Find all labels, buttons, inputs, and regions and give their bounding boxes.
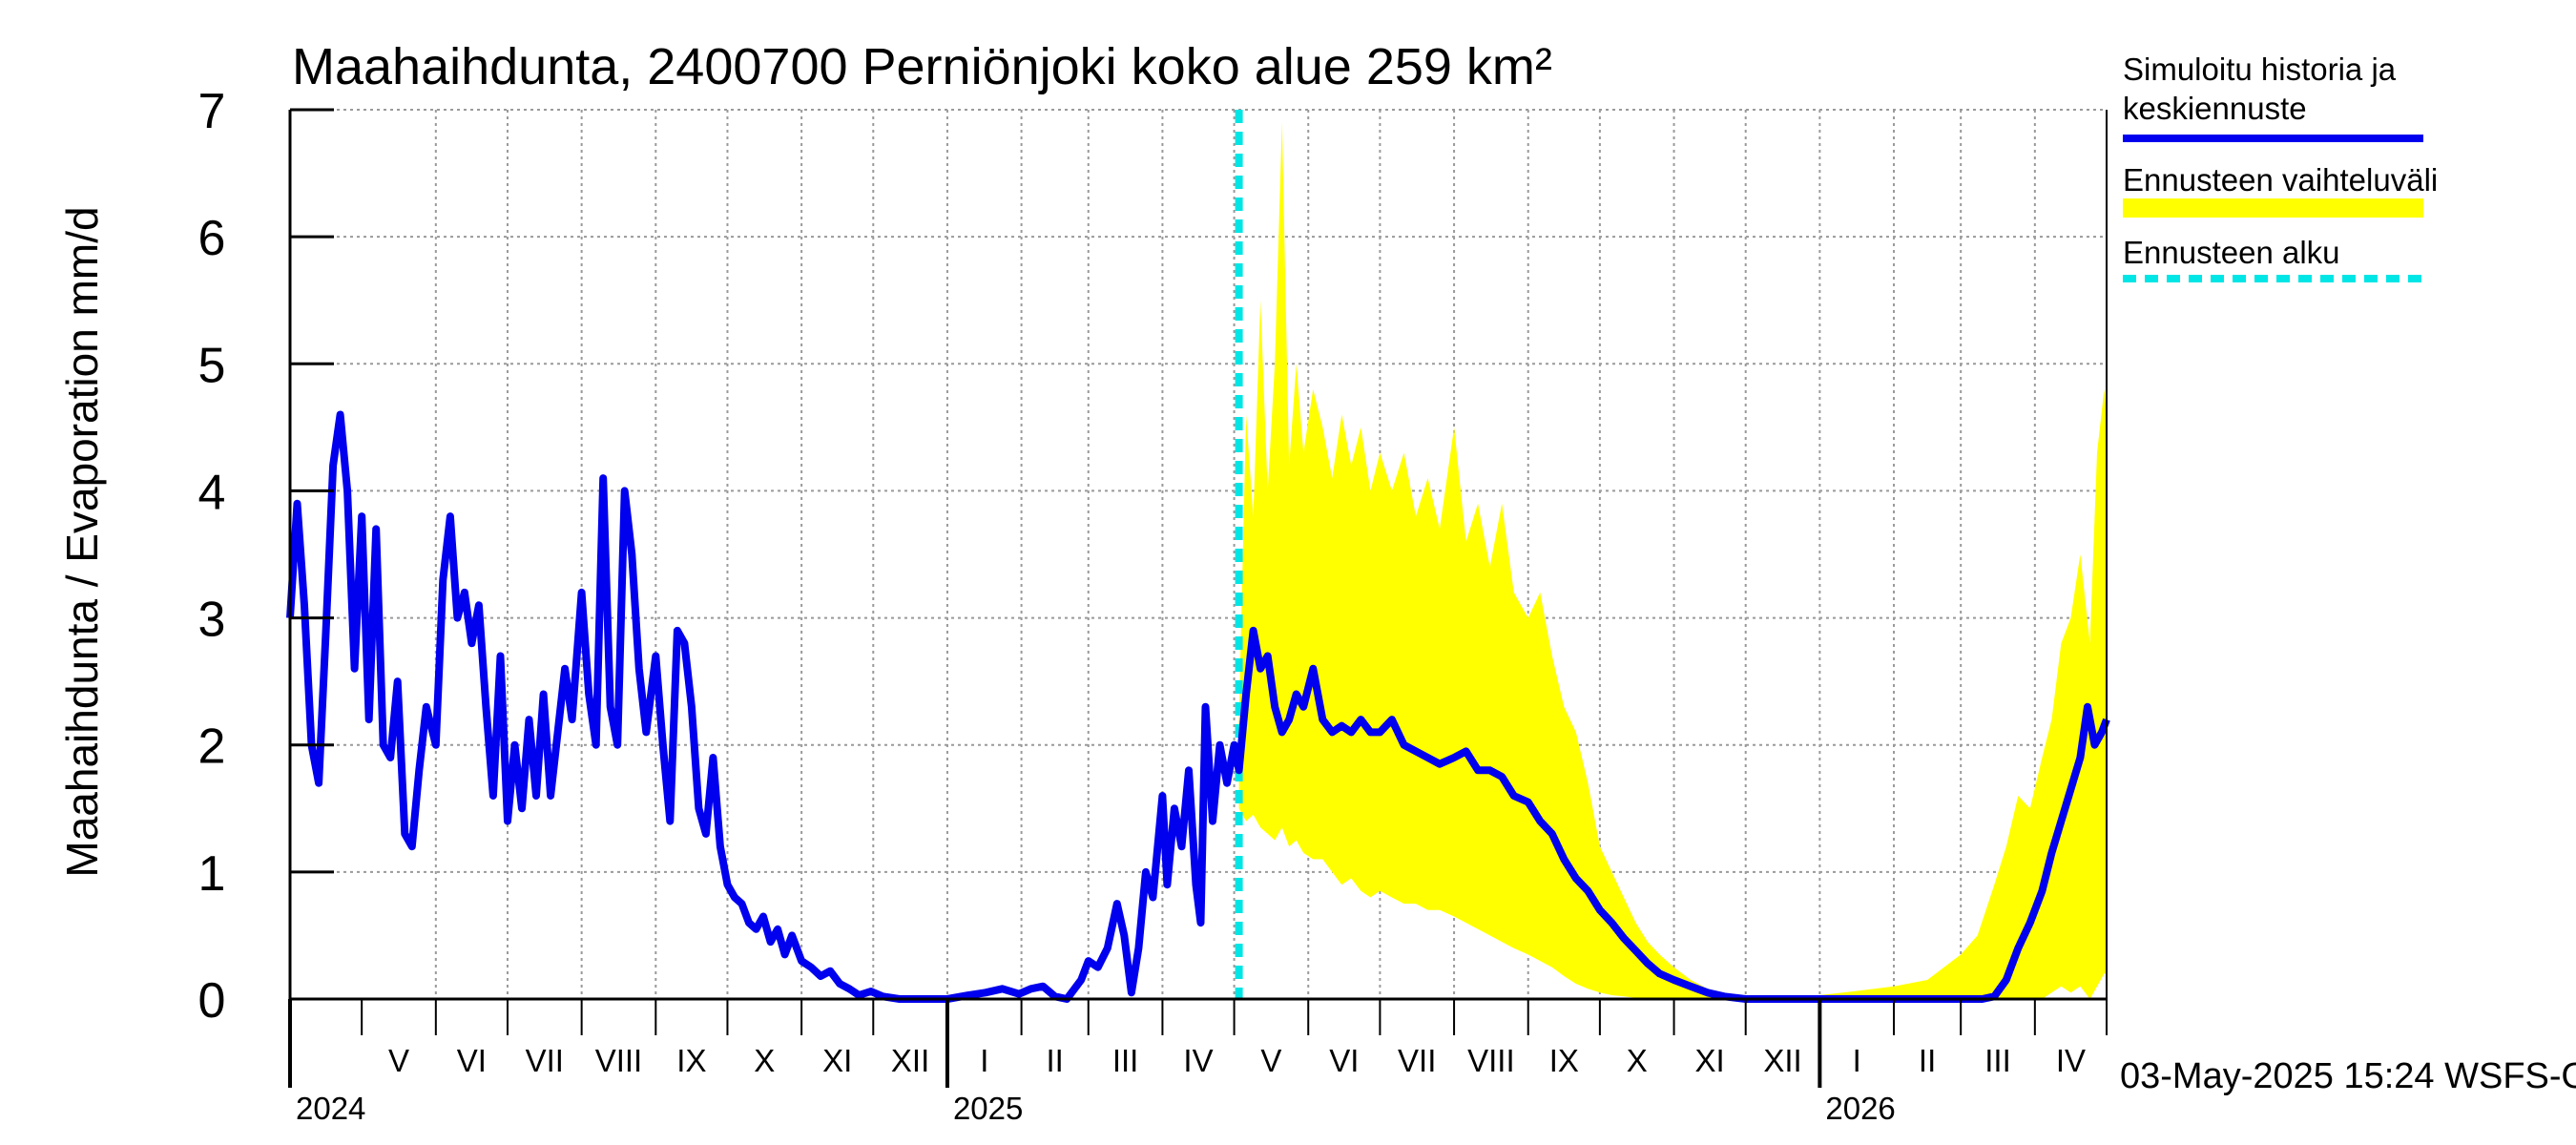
month-label: IV [1183,1043,1213,1078]
chart-title: Maahaihdunta, 2400700 Perniönjoki koko a… [292,38,1552,95]
y-tick-labels: 0 1 2 3 4 5 6 7 [198,84,226,1029]
month-label: VII [1398,1043,1436,1078]
month-label: III [1984,1043,2011,1078]
month-label: I [1853,1043,1861,1078]
y-tick-label: 7 [198,84,226,139]
month-label: VI [1329,1043,1359,1078]
month-label: II [1047,1043,1064,1078]
legend-label: Simuloitu historia ja [2123,52,2397,87]
month-label: I [980,1043,988,1078]
month-label: X [754,1043,775,1078]
year-label: 2025 [953,1091,1023,1126]
legend-label: keskiennuste [2123,91,2307,126]
year-label: 2026 [1825,1091,1895,1126]
month-label: VIII [1467,1043,1515,1078]
month-label: VI [457,1043,487,1078]
month-label: VIII [595,1043,643,1078]
legend: Simuloitu historia ja keskiennuste Ennuste… [2123,52,2438,282]
month-label: XI [822,1043,852,1078]
y-tick-label: 2 [198,719,226,775]
mean-series [286,410,2110,1003]
month-label: XI [1695,1043,1725,1078]
month-label: XII [1763,1043,1801,1078]
axes [288,108,2108,1088]
y-axis-label: Maahaihdunta / Evaporation mm/d [57,206,107,877]
y-tick-label: 1 [198,846,226,902]
mean-series-line [286,410,2110,1003]
month-label: IX [1549,1043,1579,1078]
y-tick-label: 0 [198,973,226,1029]
month-label: X [1627,1043,1648,1078]
legend-label: Ennusteen alku [2123,235,2340,270]
month-label: IV [2056,1043,2086,1078]
month-label: V [1260,1043,1281,1078]
grid-lines [290,109,2107,999]
month-label: IX [676,1043,706,1078]
forecast-band-area [1238,122,2107,1000]
forecast-range-band [1238,122,2107,1000]
year-label: 2024 [296,1091,365,1126]
month-label: XII [891,1043,929,1078]
footer-timestamp: 03-May-2025 15:24 WSFS-O [2120,1056,2576,1096]
month-label: II [1919,1043,1936,1078]
x-tick-labels: V VI VII VIII IX X XI XII I II III IV V VI VII VIII IX X X… [296,1043,2086,1126]
y-tick-label: 6 [198,211,226,266]
y-tick-label: 3 [198,593,226,648]
legend-label: Ennusteen vaihteluväli [2123,162,2438,198]
y-tick-label: 4 [198,465,226,520]
month-label: III [1112,1043,1139,1078]
month-label: V [388,1043,409,1078]
month-label: VII [526,1043,564,1078]
y-tick-label: 5 [198,338,226,393]
